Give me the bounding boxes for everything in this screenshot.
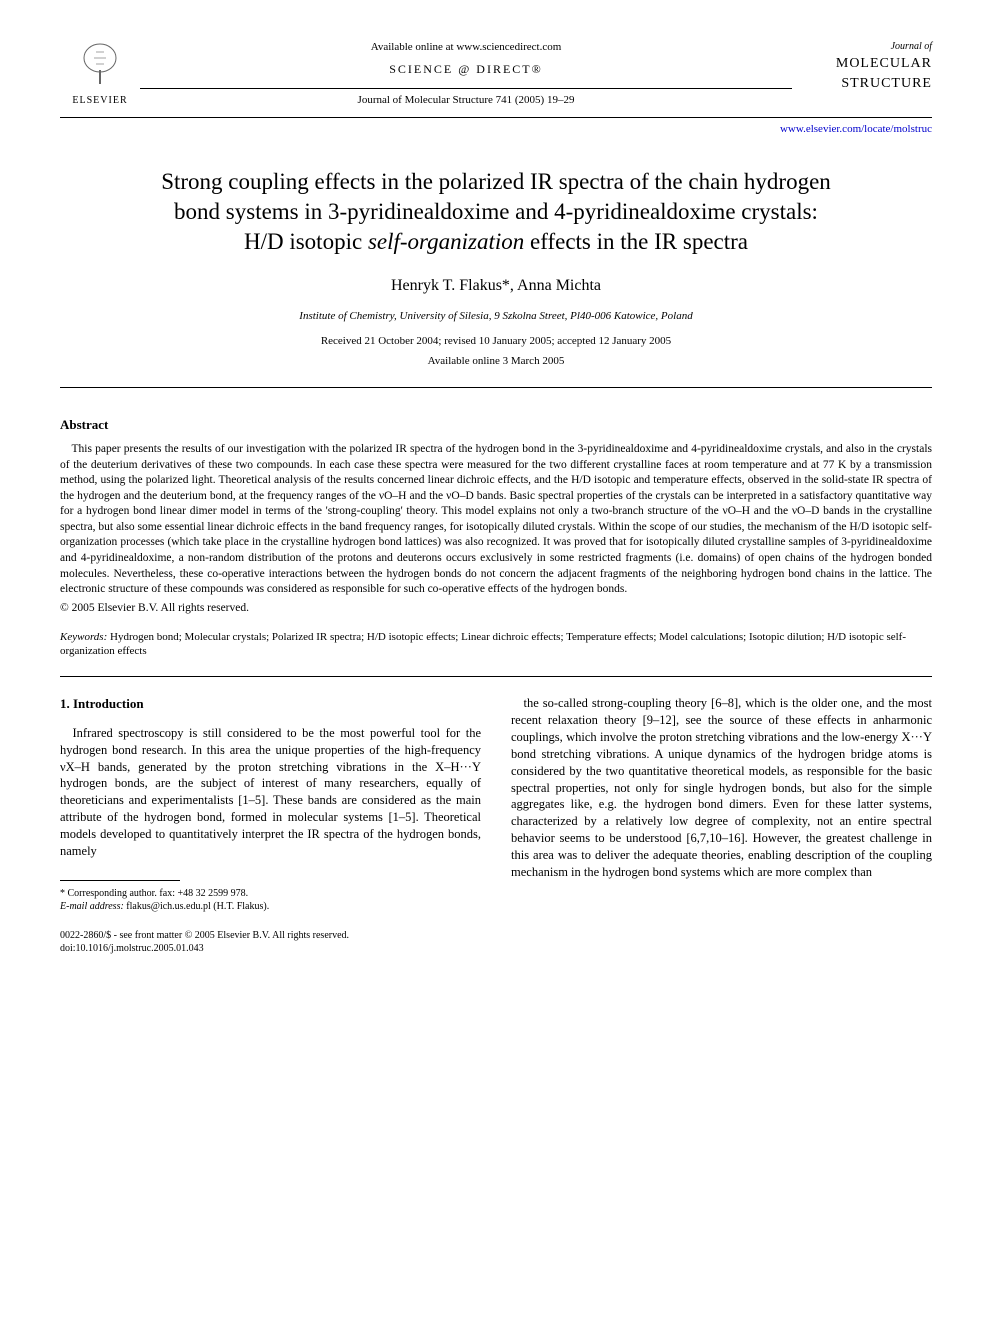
received-dates: Received 21 October 2004; revised 10 Jan… xyxy=(60,334,932,349)
abstract-body: This paper presents the results of our i… xyxy=(60,442,932,597)
email-line: E-mail address: flakus@ich.us.edu.pl (H.… xyxy=(60,900,481,913)
intro-heading: 1. Introduction xyxy=(60,695,481,713)
issn-line: 0022-2860/$ - see front matter © 2005 El… xyxy=(60,929,932,942)
page-header: ELSEVIER Available online at www.science… xyxy=(60,40,932,109)
science-direct-logo: SCIENCE @ DIRECT® xyxy=(140,61,792,78)
intro-right-text: the so-called strong-coupling theory [6–… xyxy=(511,695,932,881)
elsevier-logo: ELSEVIER xyxy=(60,40,140,108)
abstract-paragraph: This paper presents the results of our i… xyxy=(60,442,932,597)
title-line1: Strong coupling effects in the polarized… xyxy=(161,169,831,194)
email-label: E-mail address: xyxy=(60,901,124,912)
authors: Henryk T. Flakus*, Anna Michta xyxy=(60,275,932,297)
journal-name-2: MOLECULAR xyxy=(792,54,932,74)
available-online: Available online at www.sciencedirect.co… xyxy=(140,40,792,55)
locate-link[interactable]: www.elsevier.com/locate/molstruc xyxy=(60,122,932,137)
abstract-section: Abstract This paper presents the results… xyxy=(60,416,932,658)
title-line2: bond systems in 3-pyridinealdoxime and 4… xyxy=(174,199,818,224)
article-title: Strong coupling effects in the polarized… xyxy=(80,167,912,257)
intro-columns: 1. Introduction Infrared spectroscopy is… xyxy=(60,695,932,913)
online-date: Available online 3 March 2005 xyxy=(60,354,932,369)
header-rule-bottom xyxy=(60,117,932,118)
keywords-label: Keywords: xyxy=(60,631,107,643)
intro-rule xyxy=(60,676,932,677)
copyright: © 2005 Elsevier B.V. All rights reserved… xyxy=(60,600,932,616)
bottom-info: 0022-2860/$ - see front matter © 2005 El… xyxy=(60,929,932,955)
left-column: 1. Introduction Infrared spectroscopy is… xyxy=(60,695,481,913)
title-line3a: H/D isotopic xyxy=(244,229,368,254)
journal-reference: Journal of Molecular Structure 741 (2005… xyxy=(140,93,792,108)
title-line3c: effects in the IR spectra xyxy=(524,229,748,254)
journal-name-3: STRUCTURE xyxy=(792,74,932,94)
abstract-heading: Abstract xyxy=(60,416,932,434)
journal-logo: Journal of MOLECULAR STRUCTURE xyxy=(792,40,932,93)
elsevier-tree-icon xyxy=(60,40,140,94)
intro-left-text: Infrared spectroscopy is still considere… xyxy=(60,725,481,860)
email-address[interactable]: flakus@ich.us.edu.pl (H.T. Flakus). xyxy=(124,901,269,912)
corresponding-author: * Corresponding author. fax: +48 32 2599… xyxy=(60,887,481,900)
journal-name-1: Journal of xyxy=(792,40,932,54)
publisher-name: ELSEVIER xyxy=(60,94,140,108)
title-line3b: self-organization xyxy=(368,229,524,254)
center-header: Available online at www.sciencedirect.co… xyxy=(140,40,792,109)
keywords: Keywords: Hydrogen bond; Molecular cryst… xyxy=(60,630,932,659)
affiliation: Institute of Chemistry, University of Si… xyxy=(60,309,932,324)
header-rule-top xyxy=(140,88,792,89)
doi-line: doi:10.1016/j.molstruc.2005.01.043 xyxy=(60,942,932,955)
right-column: the so-called strong-coupling theory [6–… xyxy=(511,695,932,913)
footnote-rule xyxy=(60,880,180,881)
abstract-rule-top xyxy=(60,387,932,388)
keywords-text: Hydrogen bond; Molecular crystals; Polar… xyxy=(60,631,906,657)
footnote-block: * Corresponding author. fax: +48 32 2599… xyxy=(60,887,481,913)
